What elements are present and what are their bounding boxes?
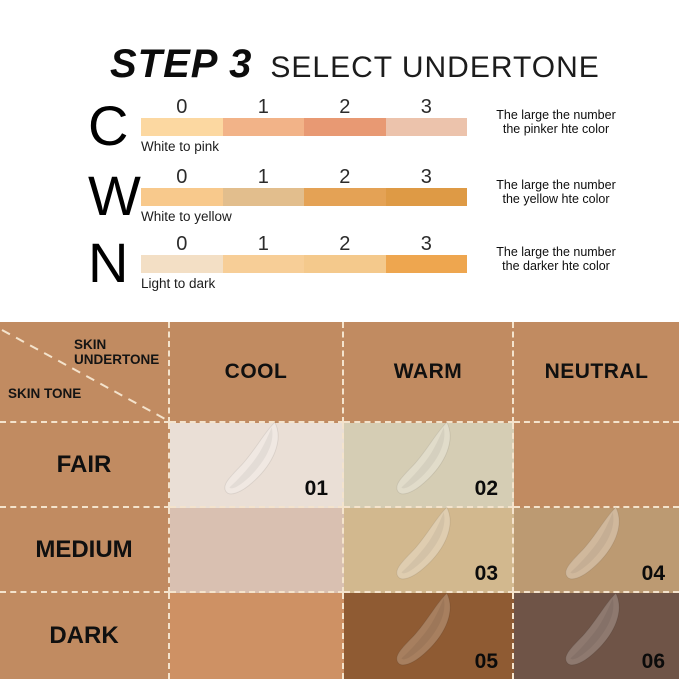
- color-swatch: [385, 188, 467, 206]
- color-swatch: [385, 255, 467, 273]
- cool-range-label: White to pink: [141, 139, 220, 154]
- color-swatch: [222, 255, 304, 273]
- color-swatch: [222, 188, 304, 206]
- note-line: the pinker hte color: [502, 122, 610, 136]
- row-header-dark: DARK: [0, 593, 170, 679]
- column-header-warm: WARM: [344, 322, 514, 423]
- shade-table: SKIN UNDERTONE SKIN TONE COOL WARM NEUTR…: [0, 322, 679, 679]
- color-swatch: [141, 188, 223, 206]
- scale-number: 3: [420, 166, 432, 188]
- shade-number: 06: [641, 650, 665, 673]
- scale-number: 1: [257, 166, 269, 188]
- undertone-letter-c: C: [88, 94, 129, 157]
- product-smear: [224, 421, 279, 494]
- shade-number: 02: [474, 477, 498, 500]
- shade-cell-fair-neutral: [514, 423, 679, 508]
- scale-number: 2: [339, 96, 351, 118]
- step-number: STEP 3: [110, 42, 253, 86]
- neutral-scale-numbers: 0 1 2 3: [141, 233, 467, 255]
- undertone-row-warm: W 0 1 2 3 White to yellow The large the …: [0, 166, 679, 228]
- shade-number: 03: [474, 562, 498, 585]
- warm-range-label: White to yellow: [141, 209, 232, 224]
- color-swatch: [304, 118, 386, 136]
- shade-cell-fair-cool: 01: [170, 421, 344, 508]
- shade-cell-dark-neutral: 06: [514, 592, 679, 679]
- cool-scale-numbers: 0 1 2 3: [141, 96, 467, 118]
- color-swatch: [385, 118, 467, 136]
- product-smear: [396, 506, 451, 579]
- warm-gradient-bar: [141, 188, 467, 206]
- warm-scale-numbers: 0 1 2 3: [141, 166, 467, 188]
- scale-number: 0: [176, 96, 188, 118]
- shade-cell-medium-neutral: 04: [514, 506, 679, 593]
- scale-number: 2: [339, 166, 351, 188]
- cool-scale-note: The large the number the pinker hte colo…: [480, 108, 632, 136]
- undertone-row-neutral: N 0 1 2 3 Light to dark The large the nu…: [0, 233, 679, 295]
- shade-cell-medium-warm: 03: [344, 506, 514, 593]
- row-header-medium: MEDIUM: [0, 508, 170, 593]
- warm-scale-note: The large the number the yellow hte colo…: [480, 178, 632, 206]
- corner-label-skin-undertone: SKIN UNDERTONE: [74, 337, 160, 367]
- neutral-range-label: Light to dark: [141, 276, 216, 291]
- cool-gradient-bar: [141, 118, 467, 136]
- column-header-neutral: NEUTRAL: [514, 322, 679, 423]
- product-smear: [396, 592, 451, 666]
- undertone-letter-w: W: [88, 164, 141, 227]
- neutral-scale-bar-group: 0 1 2 3 Light to dark: [141, 233, 467, 291]
- scale-number: 0: [176, 166, 188, 188]
- neutral-gradient-bar: [141, 255, 467, 273]
- product-smear: [564, 506, 620, 579]
- note-line: the darker hte color: [502, 259, 610, 273]
- shade-cell-dark-cool: [170, 593, 344, 679]
- shade-number: 05: [474, 650, 498, 673]
- warm-scale-bar-group: 0 1 2 3 White to yellow: [141, 166, 467, 224]
- scale-number: 1: [257, 233, 269, 255]
- color-swatch: [304, 255, 386, 273]
- note-line: The large the number: [496, 245, 616, 259]
- cool-scale-bar-group: 0 1 2 3 White to pink: [141, 96, 467, 154]
- page-title: STEP 3 SELECT UNDERTONE: [110, 42, 600, 87]
- product-smear: [396, 421, 451, 494]
- shade-cell-dark-warm: 05: [344, 592, 514, 679]
- shade-number: 01: [304, 477, 328, 500]
- neutral-scale-note: The large the number the darker hte colo…: [480, 245, 632, 273]
- scale-number: 0: [176, 233, 188, 255]
- color-swatch: [304, 188, 386, 206]
- note-line: The large the number: [496, 178, 616, 192]
- shade-cell-fair-warm: 02: [344, 421, 514, 508]
- color-swatch: [222, 118, 304, 136]
- scale-number: 1: [257, 96, 269, 118]
- color-swatch: [141, 118, 223, 136]
- shade-number: 04: [641, 562, 665, 585]
- note-line: The large the number: [496, 108, 616, 122]
- undertone-row-cool: C 0 1 2 3 White to pink The large the nu…: [0, 96, 679, 158]
- shade-cell-medium-cool: [170, 508, 344, 593]
- column-header-cool: COOL: [170, 322, 344, 423]
- color-swatch: [141, 255, 223, 273]
- product-smear: [564, 592, 620, 666]
- table-corner-cell: SKIN UNDERTONE SKIN TONE: [0, 322, 170, 423]
- row-header-fair: FAIR: [0, 423, 170, 508]
- scale-number: 3: [420, 233, 432, 255]
- page-heading: SELECT UNDERTONE: [270, 51, 600, 84]
- scale-number: 2: [339, 233, 351, 255]
- scale-number: 3: [420, 96, 432, 118]
- undertone-letter-n: N: [88, 231, 129, 294]
- note-line: the yellow hte color: [502, 192, 610, 206]
- corner-label-skin-tone: SKIN TONE: [8, 386, 82, 401]
